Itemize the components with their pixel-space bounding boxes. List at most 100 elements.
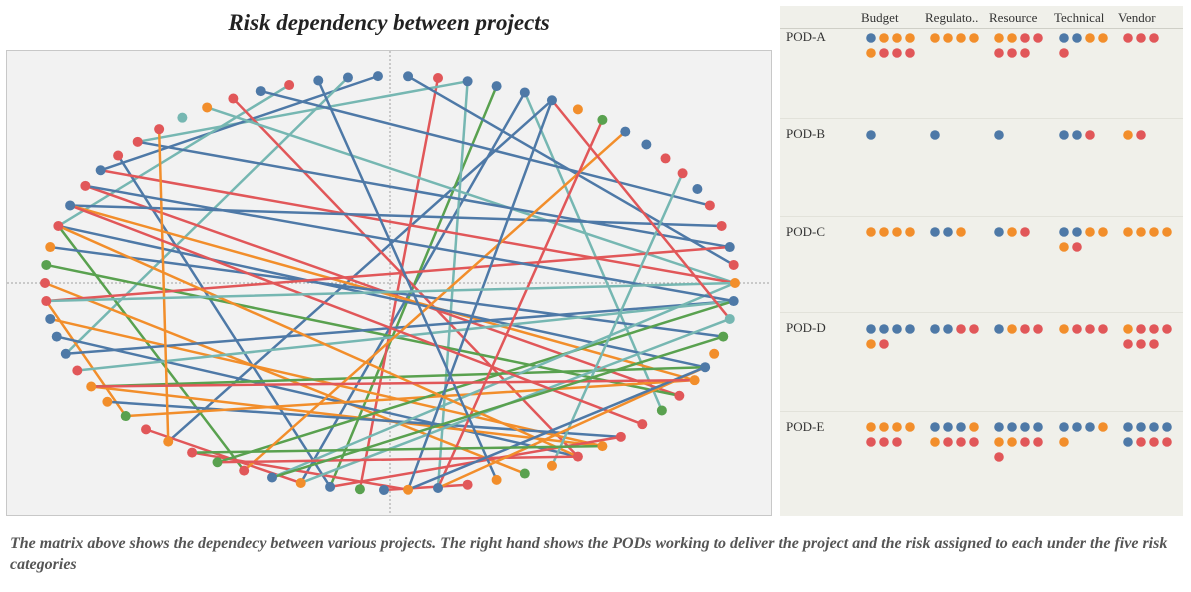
project-node[interactable] [728, 259, 739, 270]
project-node[interactable] [372, 71, 383, 82]
risk-dot[interactable] [1033, 422, 1043, 432]
project-node[interactable] [519, 468, 530, 479]
risk-dot[interactable] [1020, 33, 1030, 43]
risk-dot[interactable] [1123, 130, 1133, 140]
risk-dot[interactable] [1136, 130, 1146, 140]
risk-dot[interactable] [930, 227, 940, 237]
risk-dot[interactable] [1123, 422, 1133, 432]
risk-dot[interactable] [879, 339, 889, 349]
risk-dot[interactable] [994, 452, 1004, 462]
project-node[interactable] [95, 165, 106, 176]
project-node[interactable] [674, 390, 685, 401]
project-node[interactable] [53, 220, 64, 231]
risk-dot[interactable] [930, 437, 940, 447]
risk-dot[interactable] [1149, 339, 1159, 349]
risk-dot[interactable] [1059, 227, 1069, 237]
risk-dot[interactable] [994, 130, 1004, 140]
project-node[interactable] [378, 484, 389, 495]
risk-dot[interactable] [866, 339, 876, 349]
risk-dot[interactable] [1059, 48, 1069, 58]
risk-dot[interactable] [1072, 130, 1082, 140]
risk-dot[interactable] [943, 227, 953, 237]
risk-dot[interactable] [879, 48, 889, 58]
risk-dot[interactable] [1149, 324, 1159, 334]
risk-dot[interactable] [1085, 33, 1095, 43]
risk-dot[interactable] [1033, 437, 1043, 447]
project-node[interactable] [620, 126, 631, 137]
risk-dot[interactable] [1085, 422, 1095, 432]
project-node[interactable] [45, 242, 56, 253]
risk-dot[interactable] [1149, 227, 1159, 237]
risk-dot[interactable] [1020, 422, 1030, 432]
project-node[interactable] [491, 81, 502, 92]
risk-dot[interactable] [1059, 242, 1069, 252]
risk-dot[interactable] [905, 48, 915, 58]
risk-dot[interactable] [1007, 422, 1017, 432]
project-node[interactable] [60, 348, 71, 359]
project-node[interactable] [656, 405, 667, 416]
risk-dot[interactable] [866, 437, 876, 447]
risk-dot[interactable] [1007, 48, 1017, 58]
risk-dot[interactable] [879, 33, 889, 43]
risk-dot[interactable] [1098, 227, 1108, 237]
project-node[interactable] [546, 95, 557, 106]
project-node[interactable] [637, 419, 648, 430]
risk-dot[interactable] [1007, 33, 1017, 43]
risk-dot[interactable] [1072, 227, 1082, 237]
project-node[interactable] [325, 481, 336, 492]
project-node[interactable] [40, 278, 50, 288]
risk-dot[interactable] [969, 422, 979, 432]
project-node[interactable] [433, 73, 444, 84]
project-node[interactable] [462, 479, 473, 490]
risk-dot[interactable] [1098, 422, 1108, 432]
risk-dot[interactable] [1149, 437, 1159, 447]
risk-dot[interactable] [1033, 324, 1043, 334]
risk-dot[interactable] [866, 324, 876, 334]
project-node[interactable] [72, 365, 83, 376]
risk-dot[interactable] [866, 422, 876, 432]
project-node[interactable] [724, 242, 735, 253]
project-node[interactable] [403, 484, 414, 495]
risk-dot[interactable] [1136, 422, 1146, 432]
risk-dot[interactable] [1072, 324, 1082, 334]
risk-dot[interactable] [1149, 422, 1159, 432]
project-node[interactable] [433, 482, 444, 493]
risk-dot[interactable] [969, 33, 979, 43]
risk-dot[interactable] [1136, 437, 1146, 447]
project-node[interactable] [284, 80, 295, 91]
project-node[interactable] [572, 104, 583, 115]
project-node[interactable] [295, 477, 306, 488]
risk-dot[interactable] [1059, 130, 1069, 140]
project-node[interactable] [120, 411, 131, 422]
risk-dot[interactable] [879, 437, 889, 447]
project-node[interactable] [163, 436, 174, 447]
risk-dot[interactable] [1020, 48, 1030, 58]
risk-dot[interactable] [866, 227, 876, 237]
risk-dot[interactable] [1020, 437, 1030, 447]
risk-dot[interactable] [1123, 339, 1133, 349]
risk-dot[interactable] [1162, 422, 1172, 432]
project-node[interactable] [728, 296, 739, 307]
project-node[interactable] [572, 451, 583, 462]
project-node[interactable] [641, 139, 652, 150]
risk-dot[interactable] [1059, 437, 1069, 447]
project-node[interactable] [154, 124, 165, 135]
project-node[interactable] [86, 381, 97, 392]
risk-dot[interactable] [905, 33, 915, 43]
risk-dot[interactable] [1085, 324, 1095, 334]
risk-dot[interactable] [943, 422, 953, 432]
risk-dot[interactable] [930, 422, 940, 432]
risk-dot[interactable] [956, 437, 966, 447]
risk-dot[interactable] [943, 437, 953, 447]
risk-dot[interactable] [879, 324, 889, 334]
project-node[interactable] [80, 180, 91, 191]
risk-dot[interactable] [969, 324, 979, 334]
project-node[interactable] [718, 331, 729, 342]
risk-dot[interactable] [1123, 227, 1133, 237]
risk-dot[interactable] [892, 33, 902, 43]
project-node[interactable] [546, 460, 557, 471]
risk-dot[interactable] [1020, 324, 1030, 334]
project-node[interactable] [255, 86, 266, 97]
project-node[interactable] [45, 313, 56, 324]
project-node[interactable] [141, 424, 152, 435]
